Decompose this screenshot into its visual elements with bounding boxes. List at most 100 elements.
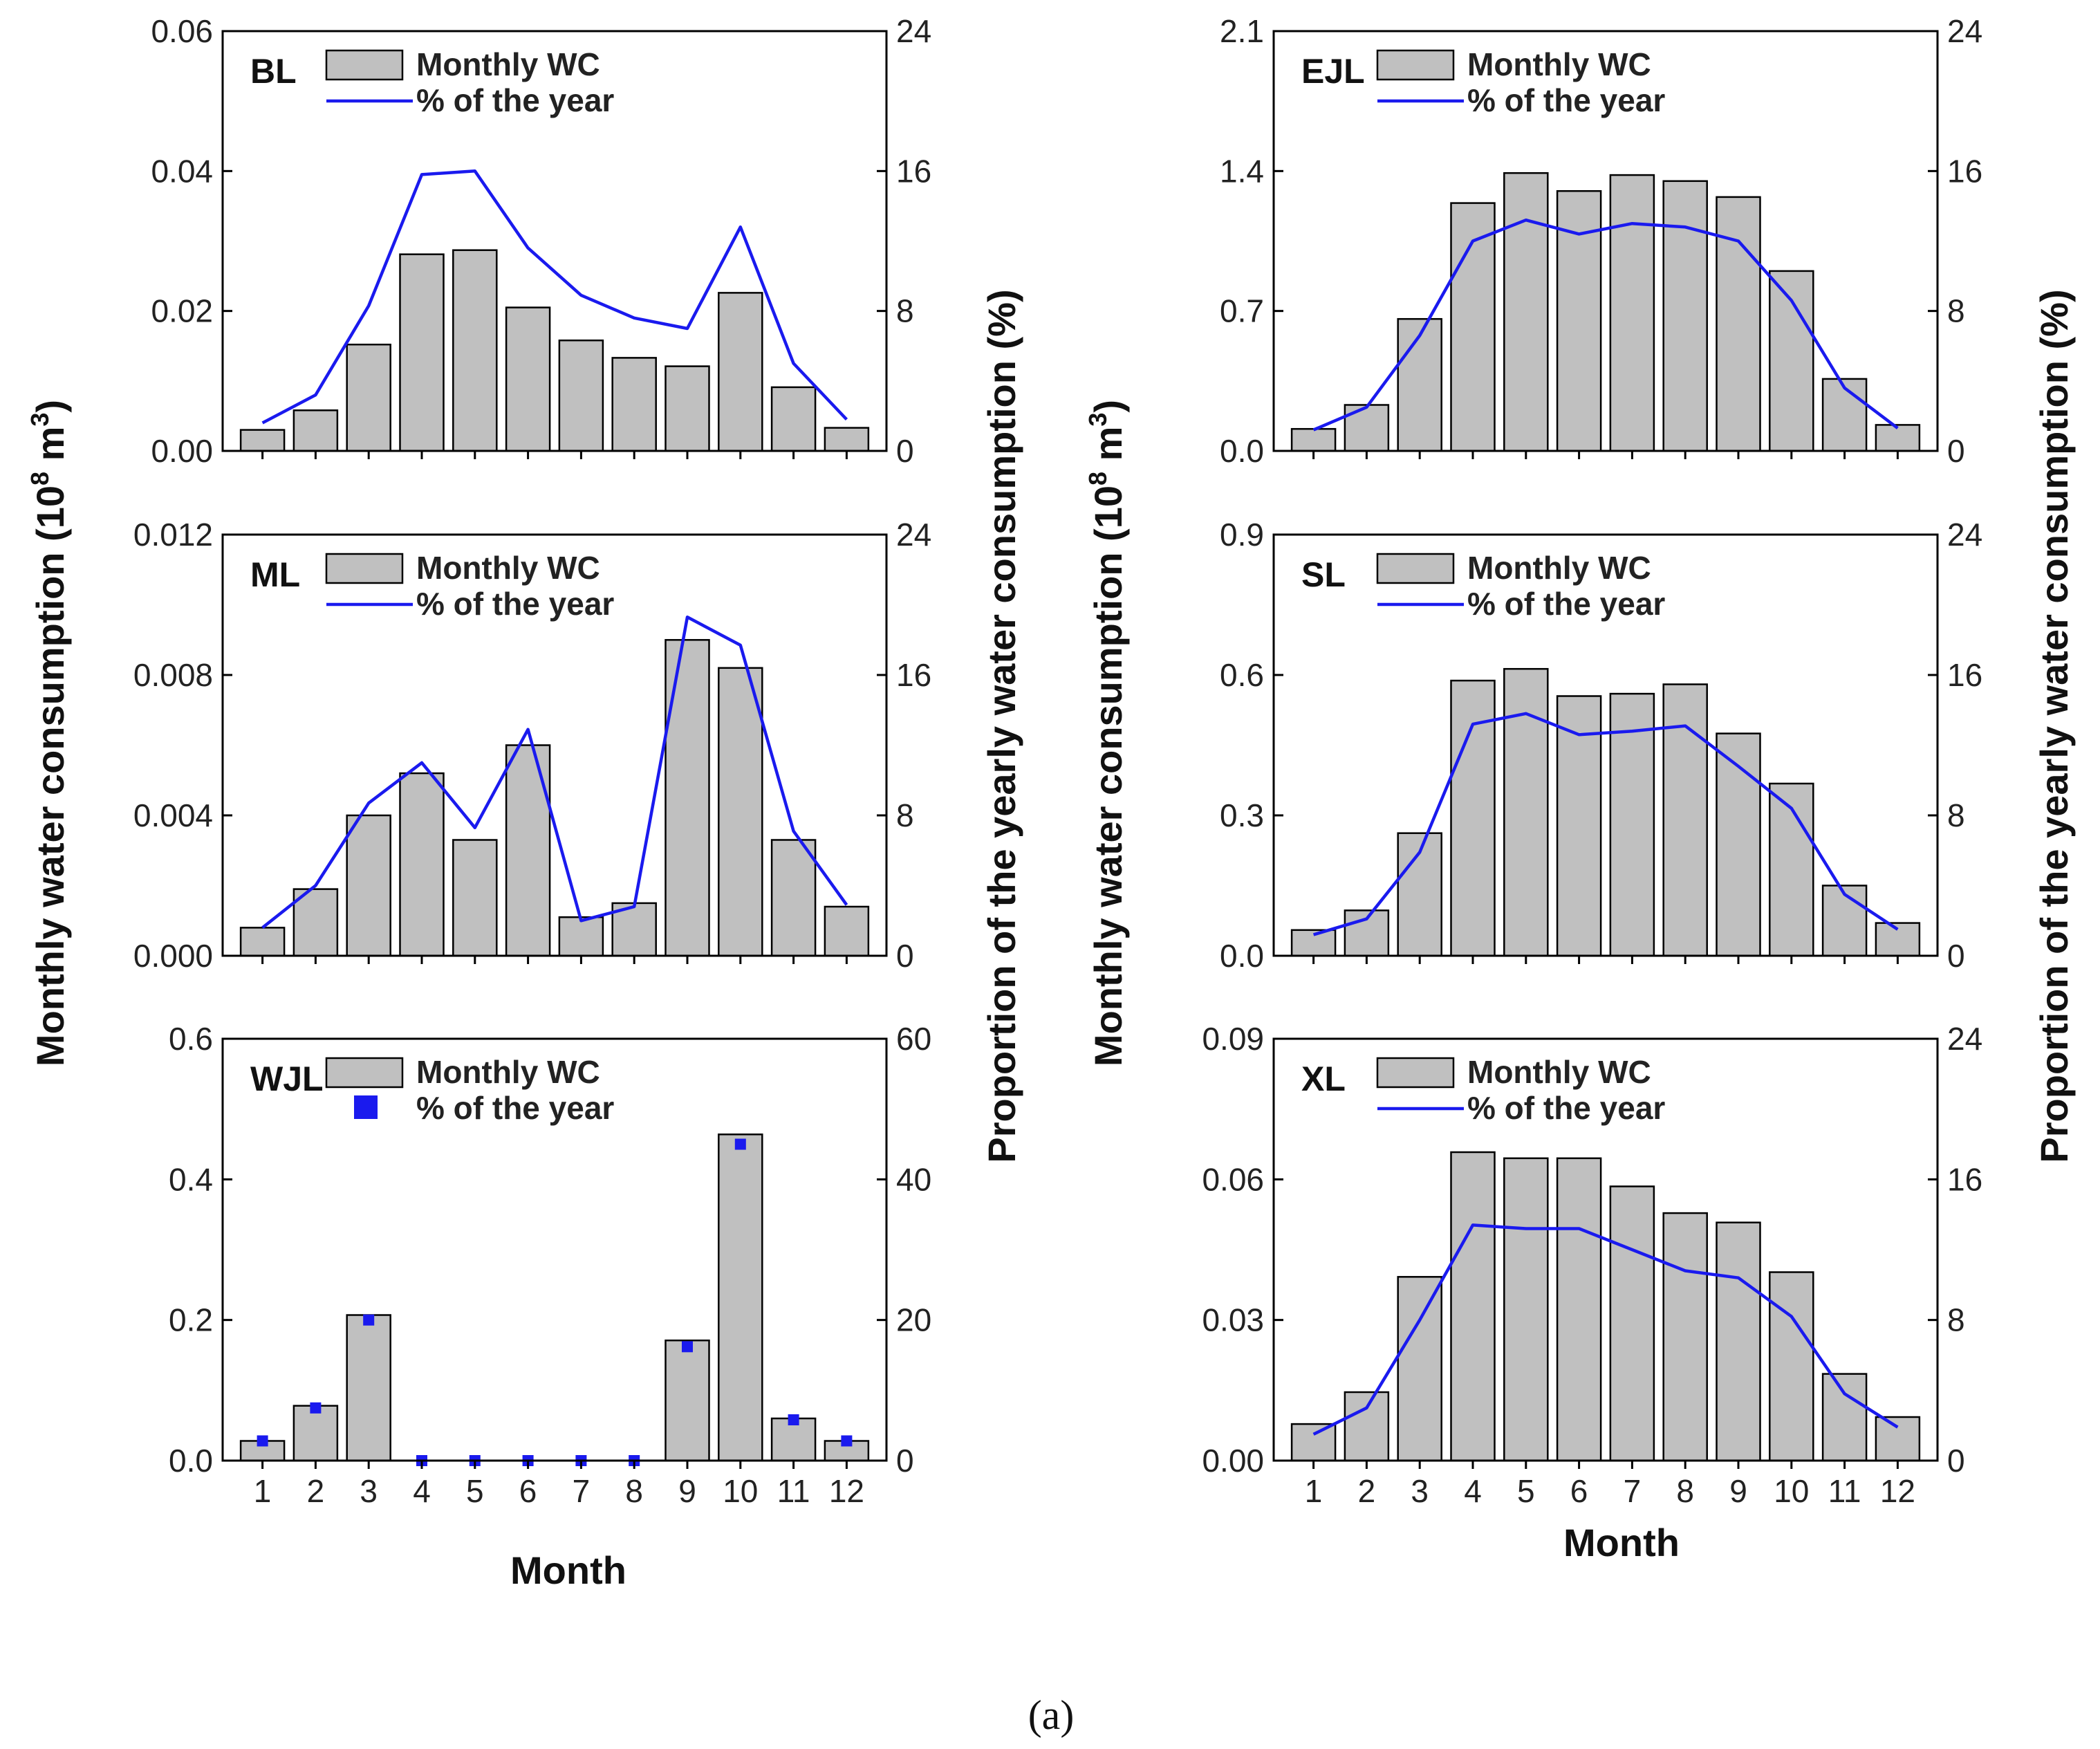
left-tick-label: 0.04 [151,153,213,189]
line-sl-percent-of-year [1312,712,1899,936]
plot-frame-sl [1272,533,1939,957]
bar-ejl-month-10 [1769,270,1814,452]
legend-label-monthly-wc: Monthly WC [1467,46,1651,82]
left-tick-label: 0.2 [169,1302,213,1338]
x-tick-label: 3 [360,1473,378,1509]
x-tick-label: 4 [1464,1473,1482,1509]
left-tick-label: 0.6 [169,1021,213,1057]
bar-bl-month-4 [399,253,445,452]
bar-xl-month-8 [1662,1212,1708,1462]
panel-label-xl: XL [1301,1059,1346,1098]
bar-bl-month-7 [558,339,604,452]
x-tick-label: 9 [1729,1473,1747,1509]
line-bl-percent-of-year [261,169,848,425]
marker-wjl-month-11 [788,1414,799,1425]
bar-bl-month-2 [292,409,339,452]
right-tick-label: 16 [896,657,931,693]
panel-label-wjl: WJL [250,1059,324,1098]
left-tick-label: 0.012 [133,517,213,553]
plot-frame-bl [221,30,888,452]
bar-sl-month-6 [1556,695,1602,957]
right-tick-label: 8 [896,797,914,833]
panel-label-sl: SL [1301,555,1346,594]
plot-frame-ml [221,533,888,957]
right-tick-label: 0 [896,433,914,469]
marker-wjl-month-10 [734,1138,746,1150]
bar-sl-month-9 [1716,732,1761,957]
bar-xl-month-12 [1875,1416,1921,1462]
right-tick-label: 8 [896,293,914,329]
legend-swatch-bar [1376,553,1455,584]
right-tick-label: 0 [1947,1443,1965,1479]
right-tick-label: 60 [896,1021,931,1057]
left-tick-label: 0.008 [133,657,213,693]
right-tick-label: 0 [896,938,914,974]
x-tick-label: 6 [1570,1473,1588,1509]
line-ml-percent-of-year [261,616,848,929]
x-tick-label: 6 [519,1473,537,1509]
left-tick-label: 0.000 [133,938,213,974]
x-tick-label: 2 [1358,1473,1376,1509]
legend-swatch-bar [1376,1057,1455,1089]
legend-swatch-bar [325,49,404,81]
legend-label-percent-of-year: % of the year [416,586,614,622]
right-tick-label: 8 [1947,797,1965,833]
x-tick-label: 4 [413,1473,431,1509]
bar-ejl-month-8 [1662,180,1708,452]
bar-xl-month-10 [1769,1271,1814,1462]
bar-ejl-month-12 [1875,424,1921,452]
bar-xl-month-6 [1556,1157,1602,1462]
left-tick-label: 0.9 [1220,517,1264,553]
left-tick-label: 0.0 [169,1443,213,1479]
left-tick-label: 0.00 [151,433,213,469]
x-tick-label: 2 [307,1473,325,1509]
x-tick-label: 7 [1624,1473,1642,1509]
left-tick-label: 0.4 [169,1161,213,1197]
marker-wjl-month-3 [363,1314,375,1326]
marker-wjl-month-12 [841,1435,853,1447]
x-tick-label: 12 [1880,1473,1915,1509]
x-tick-label: 9 [678,1473,696,1509]
right-tick-label: 8 [1947,1302,1965,1338]
left-y-axis-title: Monthly water consumption (108 m3) [26,400,72,1066]
legend-label-monthly-wc: Monthly WC [416,1054,600,1090]
right-tick-label: 8 [1947,293,1965,329]
right-tick-label: 24 [1947,1021,1982,1057]
bar-sl-month-5 [1503,667,1549,957]
right-tick-label: 0 [1947,433,1965,469]
x-tick-label: 8 [625,1473,643,1509]
panel-ejl: 0.0 0.7 1.4 2.1 0 8 16 24 EJL Monthly WC% of the … [1220,13,1982,469]
plot-frame-ejl [1272,30,1939,452]
x-tick-label: 5 [1517,1473,1535,1509]
legend-label-percent-of-year: % of the year [1467,82,1665,118]
left-tick-label: 0.7 [1220,293,1264,329]
legend-label-percent-of-year: % of the year [1467,1090,1665,1126]
marker-wjl-month-9 [682,1341,693,1353]
bar-ejl-month-7 [1609,174,1655,452]
marker-wjl-month-1 [257,1435,268,1447]
right-tick-label: 16 [1947,657,1982,693]
line-xl-percent-of-year [1312,1223,1899,1436]
bar-sl-month-10 [1769,782,1814,957]
bar-wjl-month-3 [346,1314,391,1462]
bar-xl-month-11 [1821,1373,1868,1462]
legend-label-percent-of-year: % of the year [416,1090,614,1126]
bar-ejl-month-9 [1716,196,1761,452]
right-tick-label: 16 [1947,1161,1982,1197]
x-tick-label: 10 [1774,1473,1809,1509]
bar-ml-month-5 [452,839,498,957]
bar-ml-month-11 [770,839,817,957]
left-tick-label: 0.09 [1202,1021,1264,1057]
bar-bl-month-10 [718,292,763,452]
panel-label-bl: BL [250,52,297,91]
panel-ml: 0.000 0.004 0.008 0.012 0 8 16 24 ML Monthly WC% … [133,517,931,974]
bar-bl-month-6 [505,306,551,452]
x-tick-label: 10 [723,1473,758,1509]
x-tick-label: 1 [1305,1473,1323,1509]
left-tick-label: 0.06 [1202,1161,1264,1197]
bar-xl-month-1 [1290,1423,1337,1462]
panel-sl: 0.0 0.3 0.6 0.9 0 8 16 24 SL Monthly WC% of the y… [1220,517,1982,974]
line-ejl-percent-of-year [1312,218,1899,432]
bar-bl-month-11 [770,386,817,452]
left-tick-label: 0.0 [1220,433,1264,469]
